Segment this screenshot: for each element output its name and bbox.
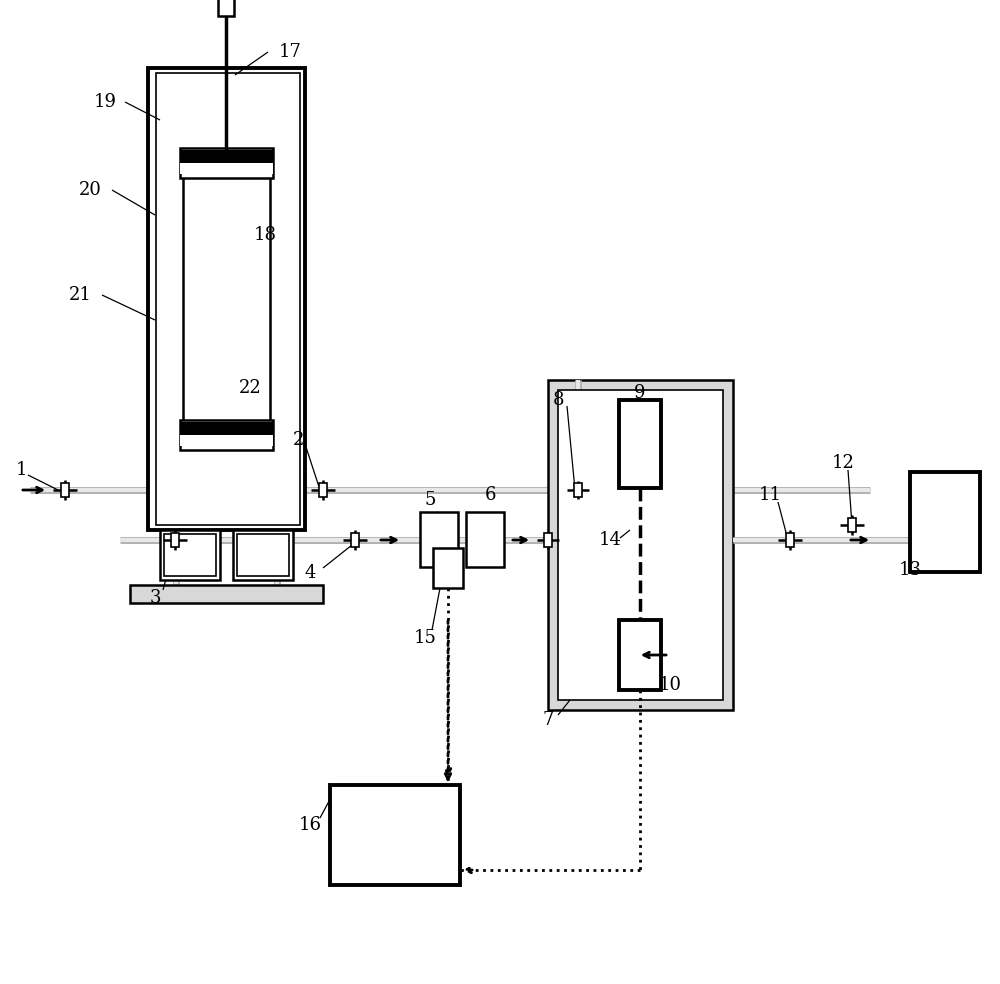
- Text: 4: 4: [304, 564, 316, 582]
- Bar: [548, 380, 733, 710]
- Bar: [574, 483, 582, 497]
- Bar: [164, 534, 216, 576]
- Text: 7: 7: [542, 711, 554, 729]
- Bar: [180, 435, 273, 446]
- Bar: [319, 483, 327, 497]
- Bar: [330, 785, 460, 885]
- Text: 20: 20: [79, 181, 101, 199]
- Bar: [786, 532, 794, 547]
- Text: 5: 5: [424, 491, 436, 509]
- Bar: [153, 73, 300, 525]
- Text: 18: 18: [254, 226, 276, 244]
- Bar: [466, 512, 504, 567]
- Text: 16: 16: [298, 816, 322, 834]
- Bar: [148, 68, 305, 530]
- Text: 19: 19: [94, 93, 116, 111]
- Bar: [156, 73, 300, 525]
- Bar: [61, 483, 69, 497]
- Bar: [130, 585, 323, 603]
- Text: 13: 13: [898, 561, 922, 579]
- Bar: [183, 168, 270, 430]
- Bar: [558, 390, 723, 700]
- Text: 22: 22: [239, 379, 261, 397]
- Bar: [910, 472, 980, 572]
- Bar: [848, 518, 856, 532]
- Text: 8: 8: [552, 391, 564, 409]
- Bar: [420, 512, 458, 567]
- Bar: [180, 163, 273, 174]
- Bar: [180, 148, 273, 178]
- Bar: [218, 0, 234, 16]
- Bar: [544, 533, 552, 546]
- Text: 14: 14: [599, 531, 621, 549]
- Bar: [351, 532, 359, 547]
- Bar: [619, 620, 661, 690]
- Text: 15: 15: [414, 629, 436, 647]
- Text: 1: 1: [16, 461, 28, 479]
- Bar: [237, 534, 289, 576]
- Bar: [433, 548, 463, 588]
- Bar: [619, 400, 661, 488]
- Text: 11: 11: [759, 486, 782, 504]
- Bar: [233, 530, 293, 580]
- Bar: [180, 422, 273, 437]
- Text: 17: 17: [279, 43, 301, 61]
- Text: 21: 21: [69, 286, 91, 304]
- Text: 3: 3: [149, 589, 161, 607]
- Text: 6: 6: [484, 486, 496, 504]
- Text: 2: 2: [292, 431, 304, 449]
- Bar: [160, 530, 220, 580]
- Bar: [171, 532, 179, 547]
- Bar: [180, 420, 273, 450]
- Text: 10: 10: [658, 676, 682, 694]
- Bar: [180, 150, 273, 165]
- Text: 9: 9: [634, 384, 646, 402]
- Text: 12: 12: [832, 454, 854, 472]
